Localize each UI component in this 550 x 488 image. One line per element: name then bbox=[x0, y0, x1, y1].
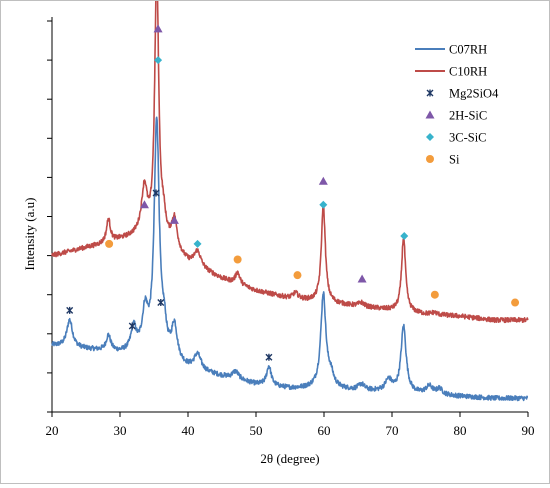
marker-mg2sio4 bbox=[152, 189, 160, 197]
marker-2h-sic bbox=[153, 24, 163, 33]
x-tick-label: 30 bbox=[114, 423, 127, 438]
legend-marker-si bbox=[426, 155, 434, 163]
marker-si bbox=[511, 298, 520, 307]
marker-3c-sic bbox=[193, 239, 202, 248]
plot-area bbox=[51, 0, 529, 402]
x-tick-label: 90 bbox=[522, 423, 535, 438]
y-axis-label: Intensity (a.u) bbox=[22, 198, 37, 271]
marker-2h-sic bbox=[169, 215, 179, 224]
x-axis-label: 2θ (degree) bbox=[260, 451, 319, 466]
marker-2h-sic bbox=[139, 200, 149, 209]
x-tick-label: 70 bbox=[386, 423, 399, 438]
marker-si bbox=[430, 290, 439, 299]
marker-3c-sic bbox=[400, 232, 409, 241]
legend-label-mg2sio4: Mg2SiO4 bbox=[449, 87, 499, 101]
legend-marker-2h-sic bbox=[425, 110, 435, 119]
x-tick-label: 20 bbox=[46, 423, 59, 438]
legend-label-c07rh: C07RH bbox=[449, 43, 487, 57]
marker-2h-sic bbox=[357, 274, 367, 283]
x-tick-label: 50 bbox=[250, 423, 263, 438]
axes: 20 30 40 50 60 70 80 90 bbox=[46, 17, 535, 438]
x-tick-label: 40 bbox=[182, 423, 195, 438]
marker-mg2sio4 bbox=[265, 353, 273, 361]
legend: C07RH C10RH Mg2SiO4 2H-SiC 3C-SiC Si bbox=[415, 43, 499, 167]
legend-label-3c-sic: 3C-SiC bbox=[449, 131, 487, 145]
x-tick-label: 80 bbox=[454, 423, 467, 438]
series-line-c10rh bbox=[51, 0, 529, 324]
phase-markers bbox=[66, 24, 520, 361]
marker-3c-sic bbox=[319, 200, 328, 209]
legend-marker-3c-sic bbox=[426, 133, 434, 141]
legend-label-si: Si bbox=[449, 153, 460, 167]
marker-si bbox=[105, 239, 114, 248]
legend-marker-mg2sio4 bbox=[426, 89, 434, 97]
x-tick-label: 60 bbox=[318, 423, 331, 438]
marker-mg2sio4 bbox=[157, 299, 165, 307]
marker-2h-sic bbox=[318, 176, 328, 185]
marker-si bbox=[293, 271, 302, 280]
marker-3c-sic bbox=[154, 56, 163, 65]
marker-mg2sio4 bbox=[128, 322, 136, 330]
marker-mg2sio4 bbox=[66, 306, 74, 314]
legend-label-2h-sic: 2H-SiC bbox=[449, 109, 487, 123]
legend-label-c10rh: C10RH bbox=[449, 65, 487, 79]
series-line-c07rh bbox=[51, 116, 529, 402]
marker-si bbox=[233, 255, 242, 264]
